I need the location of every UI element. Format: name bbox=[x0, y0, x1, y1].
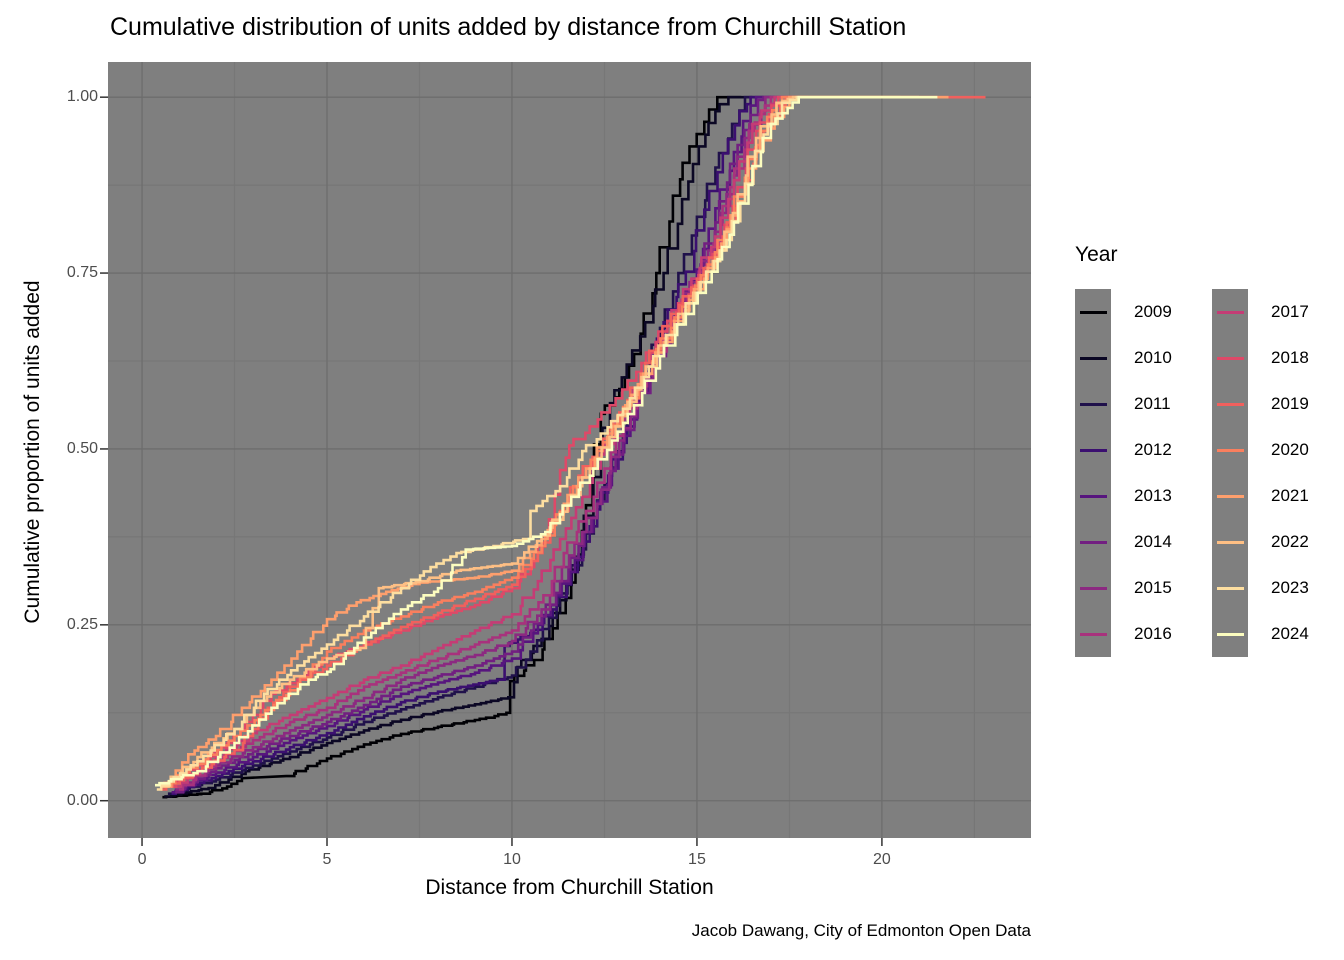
legend-title: Year bbox=[1075, 243, 1118, 266]
axis-tick-marks bbox=[100, 96, 883, 846]
legend-item-2018: 2018 bbox=[1212, 335, 1313, 381]
ecdf-lines bbox=[155, 95, 986, 799]
legend-key-line-2010 bbox=[1079, 356, 1107, 360]
legend-key-line-2012 bbox=[1079, 448, 1107, 452]
legend-key-2024 bbox=[1212, 611, 1248, 657]
y-tick-label-0.75: 0.75 bbox=[66, 264, 98, 282]
legend-label-2019: 2019 bbox=[1271, 394, 1309, 413]
legend-key-2017 bbox=[1212, 289, 1248, 335]
legend-item-2012: 2012 bbox=[1075, 427, 1176, 473]
legend-label-2017: 2017 bbox=[1271, 302, 1309, 321]
legend-label-2013: 2013 bbox=[1134, 486, 1172, 505]
legend-label-2010: 2010 bbox=[1134, 348, 1172, 367]
legend-key-2021 bbox=[1212, 473, 1248, 519]
legend-key-line-2013 bbox=[1079, 494, 1107, 498]
legend-item-2017: 2017 bbox=[1212, 289, 1313, 335]
legend-item-2022: 2022 bbox=[1212, 519, 1313, 565]
legend-item-2010: 2010 bbox=[1075, 335, 1176, 381]
legend-key-line-2017 bbox=[1216, 310, 1244, 314]
legend-column-right: 2017 2018 2019 2020 2021 2022 2023 2024 bbox=[1212, 289, 1313, 657]
legend-columns: 2009 2010 2011 2012 2013 2014 2015 2016 2017 201… bbox=[1075, 289, 1313, 657]
legend-item-2019: 2019 bbox=[1212, 381, 1313, 427]
legend-key-line-2014 bbox=[1079, 540, 1107, 544]
legend-key-line-2018 bbox=[1216, 356, 1244, 360]
legend-key-2014 bbox=[1075, 519, 1111, 565]
legend-key-2015 bbox=[1075, 565, 1111, 611]
legend-label-2014: 2014 bbox=[1134, 532, 1172, 551]
legend-key-2013 bbox=[1075, 473, 1111, 519]
x-tick-label-5: 5 bbox=[322, 851, 332, 868]
x-tick-label-10: 10 bbox=[503, 851, 521, 868]
legend-item-2015: 2015 bbox=[1075, 565, 1176, 611]
y-tick-label-0.50: 0.50 bbox=[66, 439, 98, 457]
legend: Year 2009 2010 2011 2012 2013 2014 2015 2016 20… bbox=[1075, 243, 1313, 657]
y-tick-label-1.00: 1.00 bbox=[66, 88, 98, 106]
y-tick-label-0.25: 0.25 bbox=[66, 615, 98, 633]
legend-item-2020: 2020 bbox=[1212, 427, 1313, 473]
x-tick-label-0: 0 bbox=[137, 851, 147, 868]
legend-key-line-2011 bbox=[1079, 402, 1107, 406]
legend-key-2022 bbox=[1212, 519, 1248, 565]
legend-key-2009 bbox=[1075, 289, 1111, 335]
y-axis-title: Cumulative proportion of units added bbox=[21, 280, 44, 624]
legend-key-2020 bbox=[1212, 427, 1248, 473]
legend-key-line-2009 bbox=[1079, 310, 1107, 314]
legend-label-2022: 2022 bbox=[1271, 532, 1309, 551]
gridlines-major bbox=[108, 62, 1031, 838]
legend-item-2016: 2016 bbox=[1075, 611, 1176, 657]
legend-key-line-2019 bbox=[1216, 402, 1244, 406]
legend-label-2018: 2018 bbox=[1271, 348, 1309, 367]
legend-label-2015: 2015 bbox=[1134, 578, 1172, 597]
legend-key-2023 bbox=[1212, 565, 1248, 611]
legend-key-line-2023 bbox=[1216, 586, 1244, 590]
legend-item-2024: 2024 bbox=[1212, 611, 1313, 657]
legend-key-2018 bbox=[1212, 335, 1248, 381]
legend-item-2013: 2013 bbox=[1075, 473, 1176, 519]
legend-label-2012: 2012 bbox=[1134, 440, 1172, 459]
legend-label-2009: 2009 bbox=[1134, 302, 1172, 321]
legend-item-2023: 2023 bbox=[1212, 565, 1313, 611]
legend-key-2012 bbox=[1075, 427, 1111, 473]
x-tick-label-15: 15 bbox=[688, 851, 706, 868]
legend-label-2021: 2021 bbox=[1271, 486, 1309, 505]
chart-title: Cumulative distribution of units added b… bbox=[110, 13, 907, 41]
ecdf-line-2024 bbox=[155, 95, 938, 787]
y-tick-label-0.00: 0.00 bbox=[66, 791, 98, 809]
caption: Jacob Dawang, City of Edmonton Open Data bbox=[691, 921, 1031, 940]
legend-item-2011: 2011 bbox=[1075, 381, 1176, 427]
legend-key-line-2024 bbox=[1216, 632, 1244, 636]
ecdf-line-2010 bbox=[164, 95, 753, 798]
legend-key-2019 bbox=[1212, 381, 1248, 427]
legend-label-2016: 2016 bbox=[1134, 624, 1172, 643]
legend-key-2011 bbox=[1075, 381, 1111, 427]
legend-item-2014: 2014 bbox=[1075, 519, 1176, 565]
legend-key-line-2022 bbox=[1216, 540, 1244, 544]
legend-key-line-2015 bbox=[1079, 586, 1107, 590]
legend-item-2021: 2021 bbox=[1212, 473, 1313, 519]
legend-key-2016 bbox=[1075, 611, 1111, 657]
legend-label-2023: 2023 bbox=[1271, 578, 1309, 597]
legend-label-2024: 2024 bbox=[1271, 624, 1309, 643]
legend-label-2020: 2020 bbox=[1271, 440, 1309, 459]
legend-item-2009: 2009 bbox=[1075, 289, 1176, 335]
x-tick-label-20: 20 bbox=[873, 851, 891, 868]
x-axis-title: Distance from Churchill Station bbox=[425, 876, 714, 899]
legend-label-2011: 2011 bbox=[1134, 394, 1171, 413]
ecdf-line-2009 bbox=[162, 95, 742, 799]
legend-key-line-2020 bbox=[1216, 448, 1244, 452]
legend-key-2010 bbox=[1075, 335, 1111, 381]
legend-key-line-2021 bbox=[1216, 494, 1244, 498]
legend-key-line-2016 bbox=[1079, 632, 1107, 636]
legend-column-left: 2009 2010 2011 2012 2013 2014 2015 2016 bbox=[1075, 289, 1176, 657]
